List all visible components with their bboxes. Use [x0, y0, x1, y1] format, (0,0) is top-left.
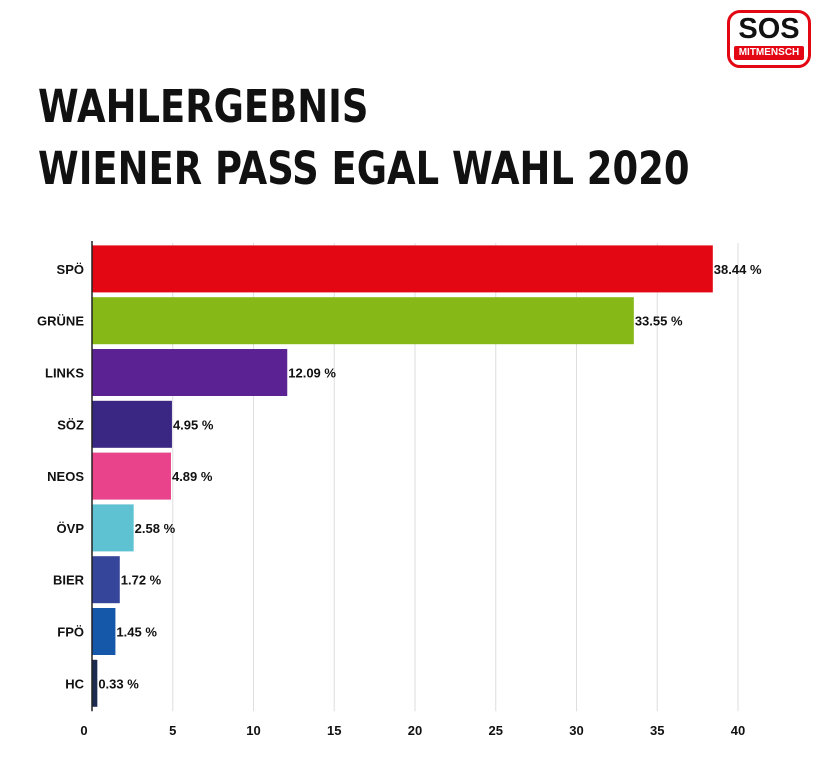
category-label: FPÖ [57, 625, 84, 640]
value-label: 4.89 % [172, 469, 213, 484]
value-label: 4.95 % [173, 417, 214, 432]
category-label: BIER [53, 573, 85, 588]
x-tick-label: 35 [650, 723, 664, 738]
bar [92, 504, 134, 552]
category-label: ÖVP [57, 521, 85, 536]
x-tick-label: 25 [489, 723, 503, 738]
sos-mitmensch-logo: SOS MITMENSCH [727, 10, 811, 68]
category-label: GRÜNE [37, 314, 84, 329]
chart-title: WAHLERGEBNIS WIENER PASS EGAL WAHL 2020 [38, 76, 690, 200]
value-label: 38.44 % [714, 262, 762, 277]
value-label: 1.72 % [121, 573, 162, 588]
category-label: HC [65, 676, 84, 691]
bar [92, 400, 172, 448]
bar [92, 556, 120, 604]
chart-title-line-1: WAHLERGEBNIS [38, 80, 369, 133]
category-label: SPÖ [57, 262, 84, 277]
x-tick-label: 5 [169, 723, 176, 738]
x-tick-label: 0 [80, 723, 87, 738]
value-label: 2.58 % [135, 521, 176, 536]
bar [92, 245, 713, 293]
x-tick-label: 30 [569, 723, 583, 738]
bar [92, 349, 288, 396]
x-tick-label: 10 [246, 723, 260, 738]
bars [92, 245, 713, 707]
value-label: 33.55 % [635, 314, 683, 329]
chart-title-line-2: WIENER PASS EGAL WAHL 2020 [38, 142, 690, 195]
value-label: 12.09 % [288, 366, 336, 381]
labels: SPÖ 38.44 % GRÜNE 33.55 % LINKS 12.09 % SÖZ 4.9… [37, 262, 762, 738]
x-tick-label: 40 [731, 723, 745, 738]
value-label: 1.45 % [116, 625, 157, 640]
category-label: SÖZ [57, 417, 84, 432]
category-label: NEOS [47, 469, 84, 484]
x-tick-label: 15 [327, 723, 341, 738]
logo-mitmensch-text: MITMENSCH [734, 46, 804, 60]
category-label: LINKS [45, 366, 84, 381]
bar [92, 608, 116, 655]
x-tick-label: 20 [408, 723, 422, 738]
bar [92, 452, 171, 500]
value-label: 0.33 % [98, 676, 139, 691]
logo-sos-text: SOS [738, 13, 800, 45]
bar [92, 297, 634, 345]
bar [92, 659, 98, 707]
